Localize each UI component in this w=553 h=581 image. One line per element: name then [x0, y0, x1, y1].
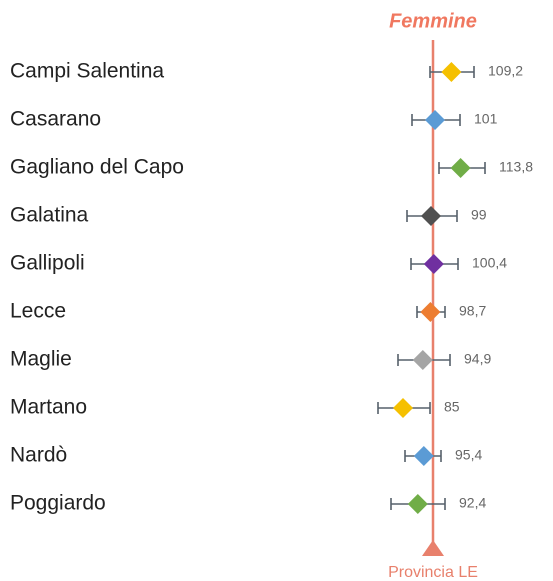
reference-label: Provincia LE	[388, 564, 478, 581]
reference-marker	[422, 540, 444, 556]
value-label: 101	[474, 111, 498, 127]
point	[412, 350, 433, 370]
point	[421, 206, 441, 226]
value-label: 85	[444, 399, 460, 415]
point	[425, 110, 445, 130]
value-label: 113,8	[499, 159, 533, 175]
category-label: Poggiardo	[10, 492, 106, 515]
value-label: 94,9	[464, 351, 491, 367]
point	[407, 494, 428, 514]
point	[450, 158, 471, 178]
category-label: Gallipoli	[10, 252, 85, 275]
point	[413, 446, 434, 466]
category-label: Casarano	[10, 108, 101, 131]
category-label: Campi Salentina	[10, 60, 164, 83]
value-label: 92,4	[459, 495, 486, 511]
value-label: 99	[471, 207, 487, 223]
category-label: Nardò	[10, 444, 67, 467]
point	[393, 398, 413, 418]
value-label: 100,4	[472, 255, 507, 271]
point	[423, 254, 444, 274]
value-label: 109,2	[488, 63, 523, 79]
value-label: 95,4	[455, 447, 482, 463]
category-label: Maglie	[10, 348, 72, 371]
value-label: 98,7	[459, 303, 486, 319]
category-label: Galatina	[10, 204, 89, 227]
category-label: Lecce	[10, 300, 66, 323]
category-label: Gagliano del Capo	[10, 156, 184, 179]
point	[420, 302, 441, 322]
chart-title: Femmine	[389, 10, 477, 32]
point	[441, 62, 462, 82]
category-label: Martano	[10, 396, 87, 419]
